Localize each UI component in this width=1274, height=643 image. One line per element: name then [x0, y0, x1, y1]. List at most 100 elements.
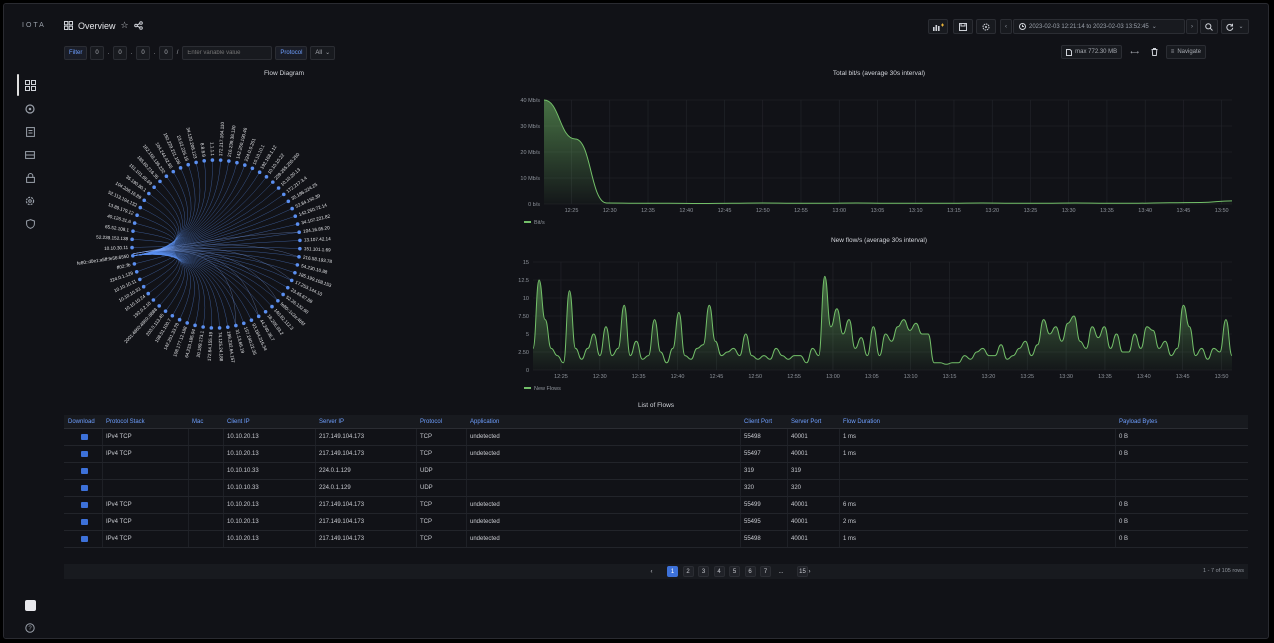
max-size-badge[interactable]: max 772.30 MB [1061, 45, 1123, 59]
column-header[interactable]: Mac [192, 419, 204, 425]
chord-node[interactable] [243, 163, 247, 167]
page-button[interactable]: 2 [682, 566, 694, 577]
chord-node[interactable] [295, 263, 300, 267]
chord-node[interactable] [164, 174, 169, 179]
chord-node[interactable] [152, 185, 156, 189]
column-header[interactable]: Client IP [227, 419, 250, 425]
chord-node[interactable] [285, 285, 290, 290]
chord-node[interactable] [209, 326, 214, 330]
download-icon[interactable] [81, 451, 88, 457]
chord-node[interactable] [170, 313, 175, 318]
chord-node[interactable] [146, 291, 151, 296]
table-row[interactable]: IPv4 TCP 10.10.20.13 217.149.104.173 TCP und… [64, 429, 1248, 446]
chord-node[interactable] [142, 198, 147, 203]
chord-node[interactable] [218, 158, 223, 162]
page-button[interactable]: 3 [698, 566, 709, 577]
chord-node[interactable] [250, 166, 255, 171]
download-icon[interactable] [81, 434, 88, 440]
chord-node[interactable] [202, 159, 207, 163]
download-icon[interactable] [81, 485, 88, 491]
chord-node[interactable] [290, 206, 294, 211]
chord-node[interactable] [286, 199, 291, 204]
download-icon[interactable] [81, 468, 88, 474]
reports-icon[interactable] [23, 125, 37, 139]
chord-node[interactable] [131, 229, 135, 233]
settings-icon[interactable] [976, 19, 996, 34]
lock-icon[interactable] [23, 171, 37, 185]
chord-node[interactable] [186, 162, 191, 167]
column-header[interactable]: Flow Duration [843, 419, 881, 425]
page-button[interactable]: 1 [667, 566, 678, 577]
column-header[interactable]: Protocol [420, 419, 443, 425]
expand-icon[interactable]: ⟷ [1130, 49, 1139, 56]
table-row[interactable]: IPv4 TCP 10.10.20.13 217.149.104.173 TCP und… [64, 446, 1248, 463]
table-row[interactable]: 10.10.10.33 224.0.1.129 UDP 319 319 [64, 463, 1248, 480]
page-button[interactable]: 5 [729, 566, 740, 577]
protocol-select[interactable]: All ⌄ [310, 45, 336, 60]
column-header[interactable]: Download [68, 419, 95, 425]
chord-node[interactable] [134, 269, 139, 274]
chord-node[interactable] [257, 170, 262, 175]
chord-node[interactable] [130, 237, 134, 242]
table-row[interactable]: IPv4 TCP 10.10.20.13 217.149.104.173 TCP und… [64, 514, 1248, 531]
chord-node[interactable] [193, 323, 197, 328]
download-icon[interactable] [81, 519, 88, 525]
settings-gear-icon[interactable] [23, 194, 37, 208]
chord-node[interactable] [298, 238, 302, 243]
column-header[interactable]: Server Port [791, 419, 822, 425]
chord-node[interactable] [194, 160, 198, 165]
chord-node[interactable] [295, 222, 300, 226]
save-dashboard-icon[interactable] [953, 19, 973, 34]
zoom-out-icon[interactable] [1200, 19, 1218, 34]
time-range-picker[interactable]: 2023-02-03 12:21:14 to 2023-02-03 13:52:… [1013, 19, 1185, 34]
table-row[interactable]: IPv4 TCP 10.10.20.13 217.149.104.173 TCP und… [64, 497, 1248, 514]
storage-icon[interactable] [23, 148, 37, 162]
chord-node[interactable] [263, 309, 268, 314]
page-button[interactable]: 15 [797, 566, 808, 577]
chord-node[interactable] [264, 175, 269, 179]
chord-node[interactable] [158, 179, 162, 184]
chord-node[interactable] [135, 213, 139, 217]
time-forward-button[interactable]: › [1186, 19, 1198, 34]
chord-node[interactable] [271, 180, 275, 184]
table-row[interactable]: 10.10.10.33 224.0.1.129 UDP 320 320 [64, 480, 1248, 497]
chord-node[interactable] [132, 262, 137, 266]
chord-node[interactable] [130, 245, 134, 250]
chord-node[interactable] [141, 284, 146, 289]
delete-icon[interactable] [1147, 45, 1162, 59]
chord-node[interactable] [234, 323, 238, 328]
ip-octet-2[interactable]: 0 [113, 45, 127, 60]
chord-node[interactable] [270, 304, 274, 309]
column-header[interactable]: Payload Bytes [1119, 419, 1158, 425]
help-icon[interactable]: ? [23, 621, 37, 635]
chord-node[interactable] [151, 298, 156, 302]
column-header[interactable]: Client Port [744, 419, 773, 425]
chord-node[interactable] [225, 325, 230, 329]
chord-node[interactable] [297, 255, 301, 259]
chord-node[interactable] [147, 191, 151, 196]
chord-node[interactable] [249, 318, 254, 322]
legend-label[interactable]: New Flows [534, 386, 561, 392]
variable-value-input[interactable] [182, 45, 273, 60]
explore-icon[interactable] [23, 102, 37, 116]
time-back-button[interactable]: ‹ [1000, 19, 1012, 34]
chord-node[interactable] [131, 253, 135, 258]
page-button[interactable]: 6 [744, 566, 756, 577]
chord-node[interactable] [227, 159, 231, 163]
chord-node[interactable] [177, 317, 182, 322]
download-icon[interactable] [81, 536, 88, 542]
chord-node[interactable] [171, 169, 176, 174]
chord-node[interactable] [281, 192, 286, 197]
column-header[interactable]: Server IP [319, 419, 345, 425]
chord-node[interactable] [241, 321, 246, 326]
chord-node[interactable] [138, 277, 142, 282]
legend-label[interactable]: Bit/s [534, 220, 545, 226]
chord-node[interactable] [235, 160, 239, 165]
ip-octet-1[interactable]: 0 [90, 45, 104, 60]
download-icon[interactable] [81, 502, 88, 508]
shield-icon[interactable] [23, 217, 37, 231]
chord-node[interactable] [276, 299, 280, 303]
chord-node[interactable] [132, 221, 137, 225]
table-row[interactable]: IPv4 TCP 10.10.20.13 217.149.104.173 TCP und… [64, 531, 1248, 548]
page-button[interactable]: 4 [713, 566, 725, 577]
